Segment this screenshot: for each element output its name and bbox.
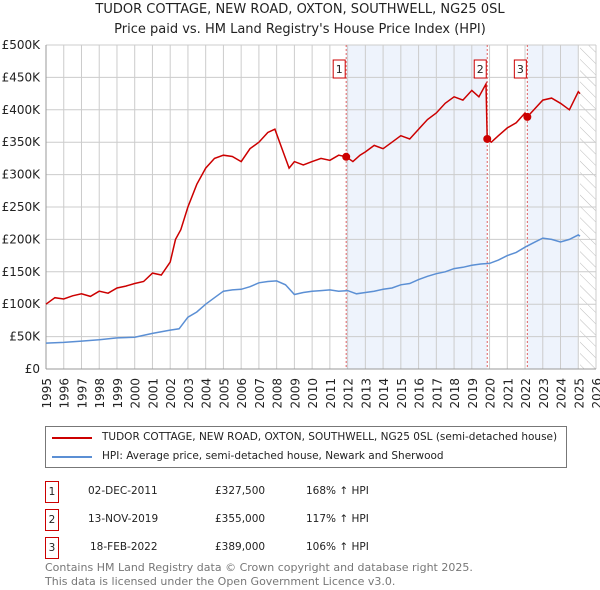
x-tick-label: 1996 [58,378,72,409]
x-tick-label: 2013 [359,378,373,409]
sale-marker-box [473,59,487,79]
y-tick-label: £300K [2,168,42,182]
x-tick-label: 2023 [537,378,551,409]
x-tick-label: 2002 [164,378,178,409]
x-tick-label: 2005 [217,378,231,409]
sale-date: 02-DEC-2011 [88,485,158,497]
x-tick-label: 2010 [306,378,320,409]
y-tick-label: £100K [2,297,42,311]
x-tick-label: 2007 [253,378,267,409]
x-tick-label: 2008 [271,378,285,409]
sale-marker-box [513,59,527,79]
legend-swatch-property [52,436,92,439]
x-tick-label: 2022 [519,378,533,409]
sale-marker-box [332,59,346,79]
legend-swatch-hpi [52,455,92,458]
footer-licence: This data is licensed under the Open Gov… [45,575,396,588]
sale-marker-label: 3 [517,63,524,76]
x-tick-label: 2011 [324,378,338,409]
sale-point [523,112,532,121]
x-tick-label: 2012 [342,378,356,409]
x-tick-label: 2016 [413,378,427,409]
x-tick-label: 2003 [182,378,196,409]
sale-price: £355,000 [215,513,266,525]
sale-marker-label: 1 [45,481,59,503]
legend-label-hpi: HPI: Average price, semi-detached house,… [102,450,444,462]
sale-marker-label: 1 [336,63,343,76]
sale-marker-label: 2 [477,63,484,76]
y-tick-label: £500K [2,38,42,52]
x-tick-label: 2020 [484,378,498,409]
legend: TUDOR COTTAGE, NEW ROAD, OXTON, SOUTHWEL… [45,426,567,468]
x-tick-label: 2017 [430,378,444,409]
sale-hpi: 168% ↑ HPI [306,485,369,497]
y-tick-label: £0 [25,362,40,376]
x-tick-label: 2026 [590,378,600,409]
sale-marker-label: 2 [45,509,59,531]
x-tick-label: 2025 [572,378,586,409]
x-tick-label: 1998 [93,378,107,409]
y-tick-label: £250K [2,200,42,214]
x-tick-label: 2015 [395,378,409,409]
x-tick-label: 2006 [235,378,249,409]
x-tick-label: 2014 [377,378,391,409]
sale-point [483,134,492,143]
sale-point [342,152,351,161]
sale-date: 18-FEB-2022 [90,541,158,553]
chart-title: TUDOR COTTAGE, NEW ROAD, OXTON, SOUTHWEL… [95,2,505,17]
y-tick-label: £400K [2,103,42,117]
x-tick-label: 2000 [129,378,143,409]
y-tick-label: £50K [9,330,41,344]
sale-price: £389,000 [215,541,266,553]
plot-area: 1995 1996 1997 1998 1999 2000 2001 2002 2003 2004… [2,38,600,409]
x-tick-label: 2018 [448,378,462,409]
x-tick-label: 1999 [111,378,125,409]
x-tick-label: 1997 [75,378,89,409]
hpi-line [45,234,581,344]
x-tick-label: 2009 [288,378,302,409]
x-tick-label: 2001 [146,378,160,409]
x-tick-label: 2019 [466,378,480,409]
y-tick-label: £200K [2,232,42,246]
y-tick-label: £350K [2,135,42,149]
sale-hpi: 117% ↑ HPI [306,513,369,525]
sale-price: £327,500 [215,485,266,497]
property-price-line [45,81,581,305]
x-tick-label: 2021 [501,378,515,409]
y-tick-label: £150K [2,265,42,279]
footer-copyright: Contains HM Land Registry data © Crown c… [45,561,473,574]
sale-marker-label: 3 [45,537,59,559]
legend-label-property: TUDOR COTTAGE, NEW ROAD, OXTON, SOUTHWEL… [102,431,558,443]
y-tick-label: £450K [2,70,42,84]
sale-date: 13-NOV-2019 [88,513,159,525]
x-tick-label: 2024 [555,378,569,409]
chart-subtitle: Price paid vs. HM Land Registry's House … [114,22,486,37]
x-tick-label: 1995 [40,378,54,409]
sale-hpi: 106% ↑ HPI [306,541,369,553]
x-tick-label: 2004 [200,378,214,409]
